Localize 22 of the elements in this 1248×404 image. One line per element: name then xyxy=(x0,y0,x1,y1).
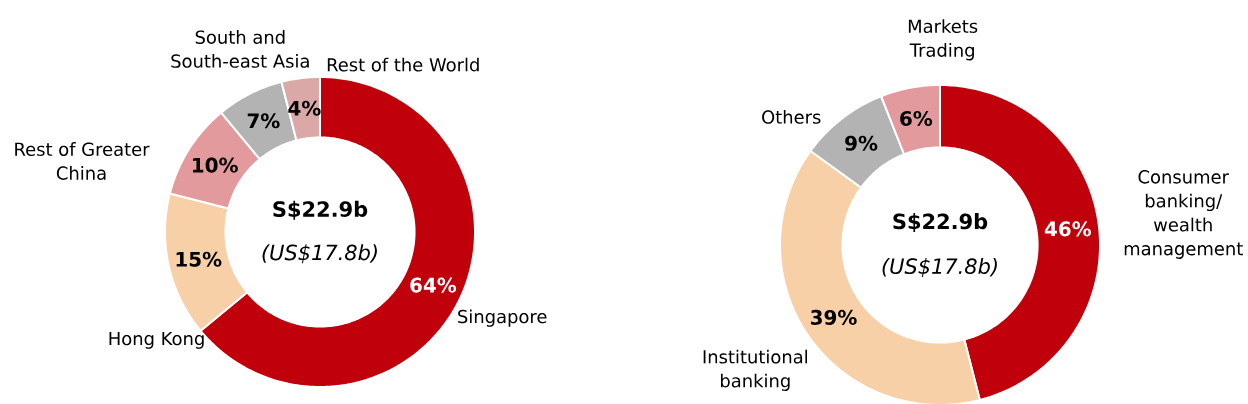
slice-label: Rest of Greater China xyxy=(15,142,150,180)
data-label: 15% xyxy=(176,251,222,267)
text: (US$17.8b) xyxy=(882,257,997,277)
data-label: 9% xyxy=(845,135,878,151)
slice-label: Singapore xyxy=(458,309,547,327)
data-label: 64% xyxy=(410,277,457,293)
text: S$22.9b xyxy=(273,200,368,220)
slice-label: Consumer banking/ wealth management xyxy=(1124,170,1243,259)
slice-label: Others xyxy=(762,109,821,124)
data-label: 6% xyxy=(900,110,933,127)
slice-label: South and South-east Asia xyxy=(171,30,309,68)
data-label: 4% xyxy=(288,100,321,116)
text: S$22.9b xyxy=(893,213,988,233)
slice-label: Rest of the World xyxy=(327,57,479,72)
slice-label: Institutional banking xyxy=(703,349,807,391)
slice-label: Markets Trading xyxy=(908,19,978,61)
slice-label: Hong Kong xyxy=(109,331,204,349)
data-label: 39% xyxy=(810,309,857,325)
data-label: 46% xyxy=(1044,221,1092,237)
data-label: 10% xyxy=(193,157,238,173)
text: (US$17.8b) xyxy=(262,244,377,264)
data-label: 7% xyxy=(247,113,280,129)
